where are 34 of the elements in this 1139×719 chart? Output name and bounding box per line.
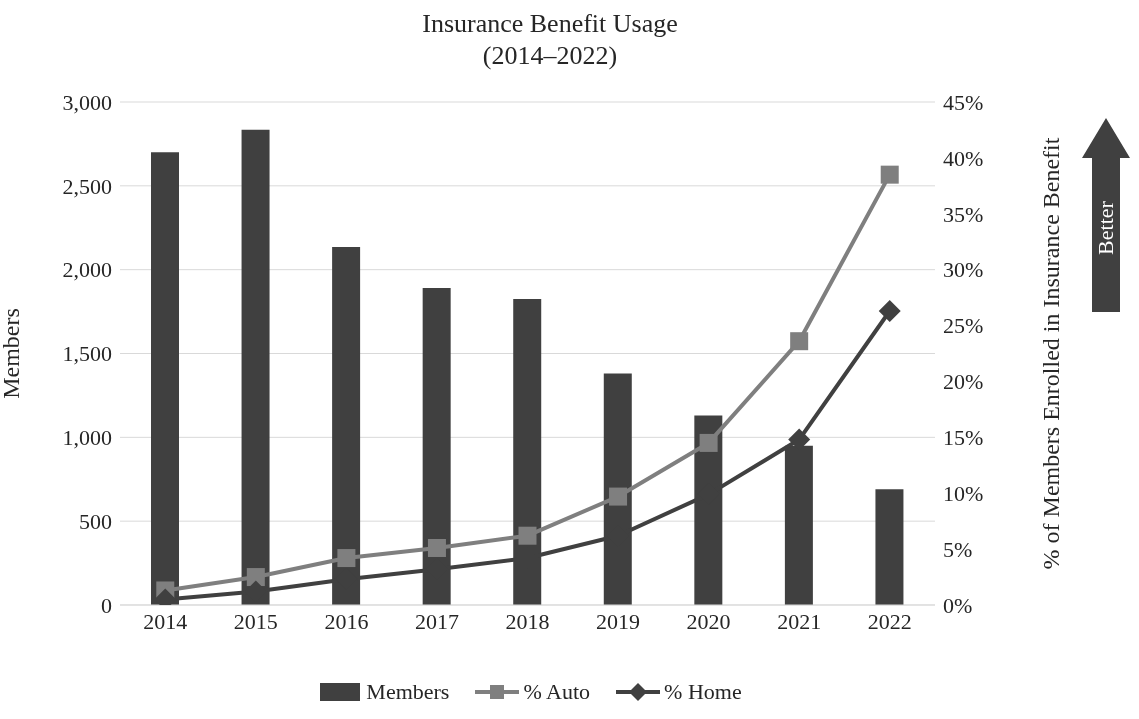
x-tick-label: 2015 [233, 608, 278, 634]
chart-subtitle: (2014–2022) [481, 40, 619, 72]
y2-tick-label: 25% [943, 313, 984, 339]
y2-tick-label: 15% [943, 425, 984, 451]
y-tick-label: 1,500 [62, 341, 112, 367]
x-tick-label: 2021 [777, 608, 822, 634]
x-tick-label: 2019 [596, 608, 641, 634]
y2-axis-title: % of Members Enrolled in Insurance Benefit [1037, 137, 1064, 570]
x-tick-label: 2022 [867, 608, 912, 634]
y-tick-label: 500 [79, 508, 112, 534]
text: Better [1093, 201, 1119, 255]
y2-tick-label: 40% [943, 145, 984, 171]
y-tick-label: 2,000 [62, 257, 112, 283]
y2-tick-label: 35% [943, 201, 984, 227]
y2-tick-label: 45% [943, 89, 984, 115]
x-tick-label: 2014 [143, 608, 188, 634]
x-tick-label: 2018 [505, 608, 550, 634]
y-tick-label: 3,000 [62, 89, 112, 115]
y2-tick-label: 20% [943, 369, 984, 395]
y2-tick-label: 0% [943, 592, 973, 618]
y-tick-label: 0 [101, 592, 112, 618]
legend-label: Members [366, 679, 450, 705]
y2-tick-label: 30% [943, 257, 984, 283]
x-tick-label: 2020 [686, 608, 731, 634]
x-tick-label: 2017 [414, 608, 459, 634]
legend-label: % Home [664, 679, 742, 705]
y-tick-label: 1,000 [62, 425, 112, 451]
chart-title: Insurance Benefit Usage [421, 8, 679, 40]
x-tick-label: 2016 [324, 608, 369, 634]
y2-tick-label: 10% [943, 481, 984, 507]
y-tick-label: 2,500 [62, 173, 112, 199]
legend-label: % Auto [523, 679, 591, 705]
y2-tick-label: 5% [943, 536, 973, 562]
y-axis-title: Members [0, 308, 24, 399]
